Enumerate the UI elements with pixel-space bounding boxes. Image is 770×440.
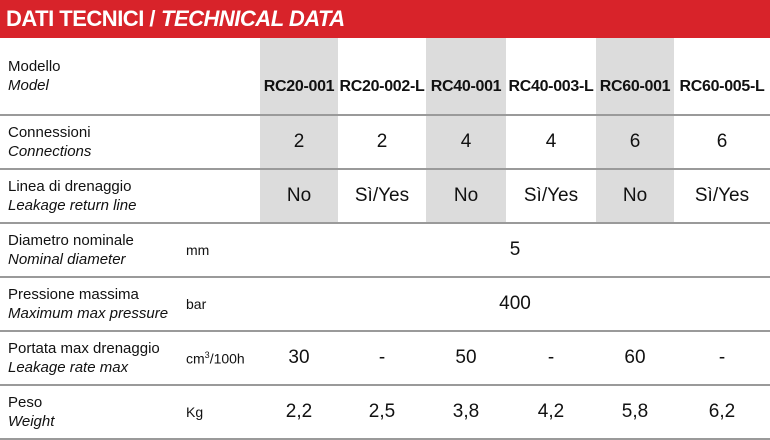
value-cell: - [338, 331, 426, 386]
unit-cell: mm [186, 223, 260, 278]
model-cell: RC60-005-L [674, 38, 770, 116]
value-cell-span: 5 [260, 223, 770, 278]
value-cell: 4 [506, 115, 596, 170]
value-cell: Sì/Yes [506, 169, 596, 224]
value-cell: 2 [260, 115, 338, 170]
value-cell: Sì/Yes [674, 169, 770, 224]
value-cell-span: 400 [260, 277, 770, 332]
label-leakage-rate: Portata max drenaggio Leakage rate max [0, 331, 186, 386]
label-connections: Connessioni Connections [0, 115, 186, 170]
label-leakage-line: Linea di drenaggio Leakage return line [0, 169, 186, 224]
unit-empty [186, 115, 260, 170]
value-cell: 30 [260, 331, 338, 386]
value-cell: - [674, 331, 770, 386]
unit-cell: cm3/100h [186, 331, 260, 386]
label-model: Modello Model [0, 38, 186, 116]
value-cell: 5,8 [596, 385, 674, 440]
row-pressure: Pressione massima Maximum max pressure b… [0, 277, 770, 332]
unit-cell: Kg [186, 385, 260, 440]
specs-table: Modello Model RC20-001 RC20-002-L RC40-0… [0, 38, 770, 440]
value-cell: 50 [426, 331, 506, 386]
row-diameter: Diametro nominale Nominal diameter mm 5 [0, 223, 770, 278]
unit-cell: bar [186, 277, 260, 332]
model-cell: RC40-003-L [506, 38, 596, 116]
value-cell: 2,5 [338, 385, 426, 440]
header-title: DATI TECNICI / [6, 6, 156, 31]
value-cell: No [426, 169, 506, 224]
label-weight: Peso Weight [0, 385, 186, 440]
value-cell: 4 [426, 115, 506, 170]
value-cell: 2,2 [260, 385, 338, 440]
model-cell: RC40-001 [426, 38, 506, 116]
value-cell: 6,2 [674, 385, 770, 440]
row-leakage-line: Linea di drenaggio Leakage return line N… [0, 169, 770, 224]
row-model: Modello Model RC20-001 RC20-002-L RC40-0… [0, 38, 770, 116]
header-title-english: TECHNICAL DATA [161, 6, 345, 31]
model-cell: RC20-001 [260, 38, 338, 116]
model-cell: RC60-001 [596, 38, 674, 116]
value-cell: Sì/Yes [338, 169, 426, 224]
value-cell: 60 [596, 331, 674, 386]
value-cell: 2 [338, 115, 426, 170]
label-pressure: Pressione massima Maximum max pressure [0, 277, 186, 332]
section-header: DATI TECNICI / TECHNICAL DATA [0, 0, 770, 38]
row-weight: Peso Weight Kg 2,2 2,5 3,8 4,2 5,8 6,2 [0, 385, 770, 440]
value-cell: 3,8 [426, 385, 506, 440]
label-diameter: Diametro nominale Nominal diameter [0, 223, 186, 278]
value-cell: 4,2 [506, 385, 596, 440]
value-cell: 6 [596, 115, 674, 170]
value-cell: No [260, 169, 338, 224]
row-leakage-rate: Portata max drenaggio Leakage rate max c… [0, 331, 770, 386]
model-cell: RC20-002-L [338, 38, 426, 116]
unit-empty [186, 38, 260, 116]
value-cell: 6 [674, 115, 770, 170]
unit-empty [186, 169, 260, 224]
value-cell: No [596, 169, 674, 224]
value-cell: - [506, 331, 596, 386]
row-connections: Connessioni Connections 2 2 4 4 6 6 [0, 115, 770, 170]
